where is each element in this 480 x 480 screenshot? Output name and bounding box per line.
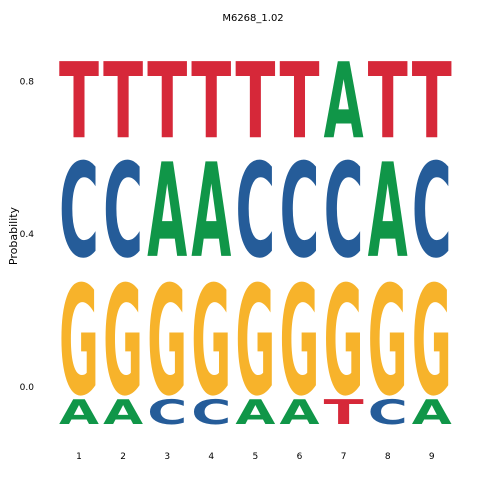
x-tick-label: 3	[164, 452, 170, 462]
letter-T-pos-7: T	[324, 394, 365, 433]
x-tick-label: 6	[297, 452, 303, 462]
letter-A-pos-7: A	[324, 41, 364, 163]
letter-T-pos-2: T	[103, 41, 143, 163]
letter-A-pos-8: A	[368, 136, 408, 287]
letter-C-pos-8: C	[368, 393, 408, 432]
letter-G-pos-3: G	[147, 255, 187, 430]
letter-C-pos-7: C	[324, 137, 364, 287]
letter-A-pos-2: A	[103, 394, 143, 432]
y-tick-label: 0.0	[20, 383, 35, 393]
letter-G-pos-5: G	[235, 255, 275, 430]
y-tick-label: 0.4	[20, 230, 35, 240]
letter-G-pos-6: G	[280, 255, 320, 430]
x-axis-ticks: 1 2 3 4 5 6 7 8 9	[76, 452, 435, 462]
letter-C-pos-2: C	[103, 137, 143, 287]
letter-T-pos-9: T	[412, 41, 452, 163]
letter-T-pos-1: T	[59, 41, 99, 163]
x-tick-label: 2	[120, 452, 126, 462]
y-axis-label: Probability	[7, 206, 20, 265]
x-tick-label: 9	[429, 452, 435, 462]
letter-A-pos-1: A	[59, 394, 99, 432]
letter-C-pos-6: C	[280, 137, 320, 287]
letter-T-pos-8: T	[368, 41, 408, 163]
x-tick-label: 1	[76, 452, 82, 462]
letter-C-pos-1: C	[59, 137, 99, 287]
letter-T-pos-3: T	[147, 41, 187, 163]
letter-A-pos-5: A	[235, 394, 275, 432]
letter-G-pos-1: G	[59, 255, 99, 430]
letter-T-pos-5: T	[235, 41, 275, 163]
letter-A-pos-6: A	[280, 394, 320, 432]
letter-C-pos-3: C	[147, 393, 187, 432]
letter-G-pos-4: G	[191, 255, 231, 430]
letter-T-pos-6: T	[280, 41, 320, 163]
letter-C-pos-5: C	[235, 137, 275, 287]
letter-G-pos-8: G	[368, 255, 408, 430]
letter-G-pos-2: G	[103, 255, 143, 430]
letter-G-pos-9: G	[412, 255, 452, 430]
letter-A-pos-3: A	[147, 136, 187, 287]
letter-A-pos-9: A	[412, 394, 452, 432]
x-tick-label: 8	[385, 452, 391, 462]
letter-G-pos-7: G	[324, 255, 364, 430]
letter-C-pos-4: C	[191, 393, 231, 432]
letter-C-pos-9: C	[412, 137, 452, 287]
x-tick-label: 7	[341, 452, 347, 462]
y-axis-ticks: 0.0 0.4 0.8	[20, 77, 35, 393]
letter-A-pos-4: A	[191, 136, 231, 287]
chart-title: M6268_1.02	[222, 13, 283, 24]
x-tick-label: 4	[208, 452, 214, 462]
x-tick-label: 5	[253, 452, 259, 462]
letter-T-pos-4: T	[191, 41, 231, 163]
y-tick-label: 0.8	[20, 77, 35, 87]
